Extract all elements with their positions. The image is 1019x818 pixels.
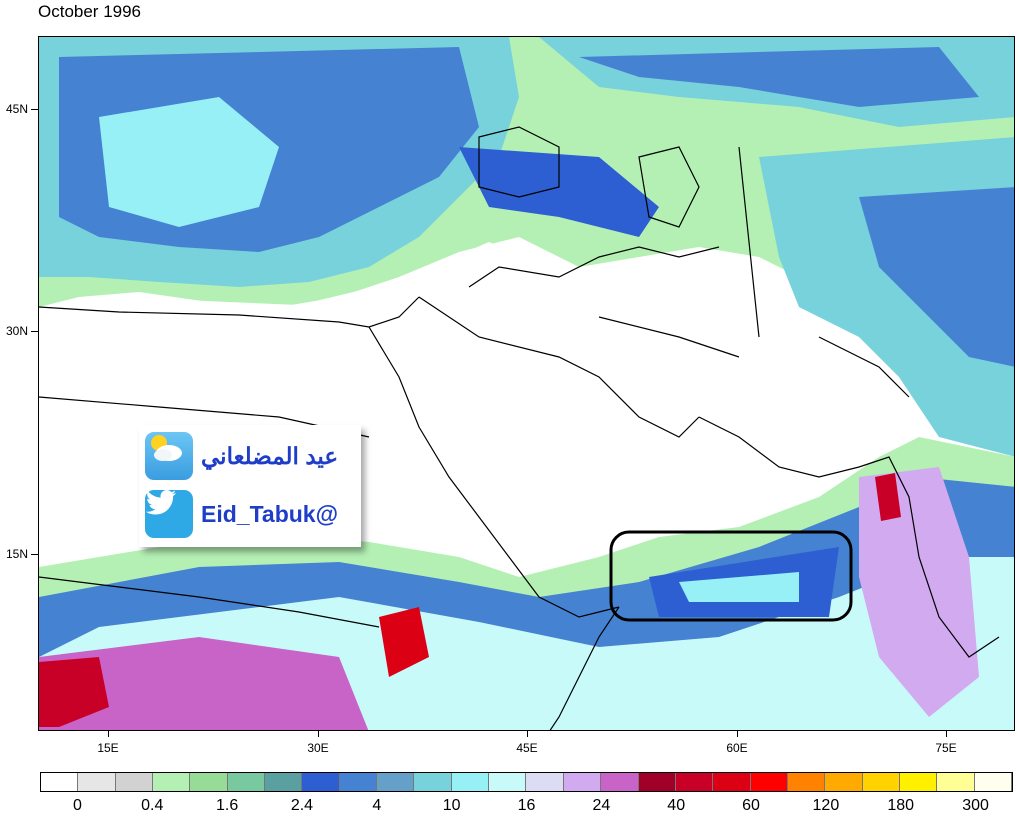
north-precip-light (99, 97, 279, 227)
lat-label-30n: 30N (6, 324, 29, 338)
colorbar-swatch (41, 773, 79, 791)
colorbar-swatch (78, 773, 116, 791)
lon-label-45e: 45E (516, 741, 538, 755)
lat-tick (31, 331, 38, 332)
colorbar-swatch (377, 773, 415, 791)
colorbar-swatch (825, 773, 863, 791)
lon-label-75e: 75E (935, 741, 957, 755)
lat-label-45n: 45N (6, 102, 29, 116)
africa-red-core (39, 657, 109, 727)
lon-tick (108, 731, 109, 737)
lon-tick (527, 731, 528, 737)
colorbar-label: 0 (72, 797, 82, 814)
colorbar-swatch (638, 773, 676, 791)
lon-label-60e: 60E (726, 741, 748, 755)
colorbar-label: 60 (742, 797, 760, 814)
colorbar-swatch (787, 773, 826, 791)
colorbar-swatch (190, 773, 228, 791)
credit-badge: عيد المضلعاني Eid_Tabuk@ (139, 425, 361, 547)
india-purple (859, 467, 979, 717)
colorbar-label: 180 (887, 797, 915, 814)
precipitation-map: عيد المضلعاني Eid_Tabuk@ (38, 36, 1015, 731)
colorbar-label: 1.6 (215, 797, 239, 814)
colorbar-swatch (601, 773, 639, 791)
africa-purple (39, 637, 369, 730)
colorbar-swatch (974, 773, 1012, 791)
caucasus-band (459, 147, 659, 237)
colorbar-label: 120 (812, 797, 840, 814)
colorbar-label: 4 (372, 797, 382, 814)
india-red-core (875, 473, 901, 521)
colorbar-swatch (451, 773, 490, 791)
lat-tick (31, 554, 38, 555)
colorbar-swatch (862, 773, 900, 791)
colorbar-label: 300 (962, 797, 989, 814)
lon-label-15e: 15E (97, 741, 119, 755)
colorbar-swatch (899, 773, 938, 791)
colorbar-swatch (227, 773, 266, 791)
colorbar-swatch (414, 773, 452, 791)
colorbar-swatch (339, 773, 378, 791)
badge-name: عيد المضلعاني (201, 442, 339, 469)
colorbar-swatch (937, 773, 975, 791)
colorbar-label: 0.4 (141, 797, 164, 814)
lat-label-15n: 15N (6, 547, 29, 561)
colorbar-swatch (713, 773, 751, 791)
lon-tick (318, 731, 319, 737)
map-canvas (39, 37, 1014, 730)
lon-label-30e: 30E (307, 741, 329, 755)
badge-row-name: عيد المضلعاني (145, 431, 338, 481)
colorbar-swatch (563, 773, 602, 791)
colorbar-label: 40 (667, 797, 686, 814)
colorbar-swatch (526, 773, 564, 791)
map-title: October 1996 (38, 2, 142, 21)
colorbar-label: 10 (442, 797, 461, 814)
colorbar-swatch (302, 773, 340, 791)
colorbar-swatch (675, 773, 714, 791)
arabian-sea-cyan (679, 572, 799, 602)
highlight-box (609, 530, 853, 622)
badge-handle: Eid_Tabuk@ (201, 500, 339, 527)
colorbar (40, 772, 1013, 792)
east-asia-core (859, 187, 1014, 367)
ne-asia-core (579, 47, 979, 107)
colorbar-swatch (265, 773, 303, 791)
ethiopia-red (379, 607, 429, 677)
colorbar-label: 24 (592, 797, 611, 814)
lon-tick (946, 731, 947, 737)
lon-tick (737, 731, 738, 737)
colorbar-label: 2.4 (290, 797, 314, 814)
colorbar-swatch (489, 773, 527, 791)
colorbar-swatch (153, 773, 191, 791)
badge-row-handle: Eid_Tabuk@ (145, 489, 338, 539)
colorbar-label: 16 (517, 797, 536, 814)
colorbar-swatch (750, 773, 788, 791)
partly-cloudy-icon (145, 432, 193, 480)
twitter-bird-icon (145, 490, 193, 538)
lat-tick (31, 109, 38, 110)
colorbar-swatch (115, 773, 154, 791)
